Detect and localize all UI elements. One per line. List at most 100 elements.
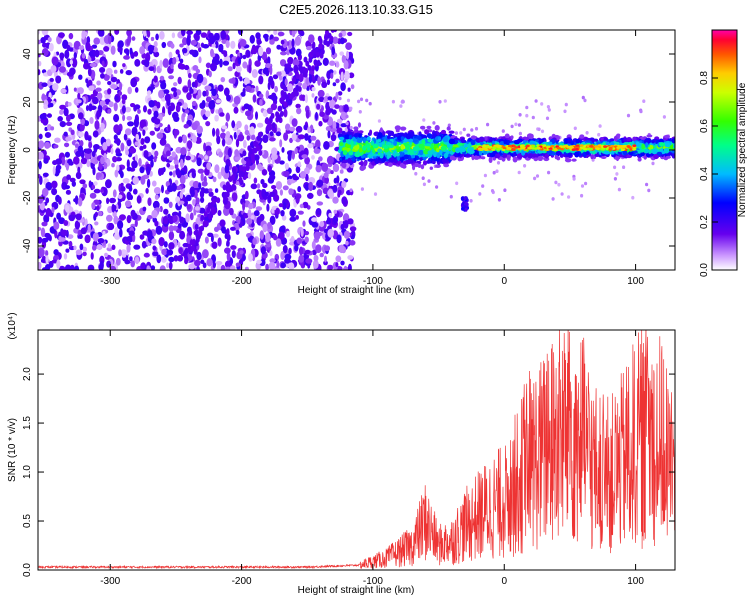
heat-cell [269,39,275,45]
heat-cell [191,122,198,131]
heat-cell [276,260,280,269]
heat-cell [269,258,276,263]
heat-cell [124,200,132,208]
heat-cell [54,137,61,143]
heat-cell [129,147,137,154]
heat-cell [59,121,66,128]
heat-cell [97,210,103,217]
heat-cell [518,131,523,136]
heat-cell [292,59,300,67]
heat-cell [328,212,333,218]
heat-cell [251,45,258,55]
heat-cell [470,135,477,140]
heat-cell [95,87,102,92]
heat-cell [277,114,282,121]
heat-cell [166,162,171,168]
heat-cell [151,142,157,150]
heat-cell [336,127,343,134]
heat-cell [38,60,42,67]
heat-cell [276,44,282,50]
heat-cell [340,260,345,266]
heat-cell [104,252,108,258]
heat-cell [280,90,285,96]
heat-cell [349,131,353,136]
heat-cell [295,166,301,174]
heat-cell [146,90,152,96]
heat-cell [170,63,174,70]
heat-cell [186,36,191,46]
heat-cell [353,141,357,145]
heat-cell [65,204,70,213]
heat-cell [68,32,74,40]
heat-cell [119,228,123,238]
heat-cell [40,227,46,238]
heat-cell [287,83,294,92]
heat-cell [393,140,397,146]
heat-cell [326,155,334,165]
heat-cell [152,180,157,187]
heat-cell [258,46,264,57]
heat-cell [65,189,71,195]
heat-cell [61,229,68,236]
heat-cell [438,100,442,104]
heat-cell [200,259,205,264]
heat-cell [187,133,191,138]
heat-cell [53,221,60,230]
heat-cell [335,78,340,84]
heat-cell [240,91,246,97]
heat-cell [50,126,55,131]
heat-cell [369,129,373,135]
heat-cell [154,220,159,227]
heat-cell [407,149,414,155]
heat-cell [272,127,277,134]
heat-cell [295,125,303,133]
heat-cell [271,185,277,190]
heat-cell [38,69,41,76]
heat-cell [266,222,272,229]
heat-cell [328,99,336,109]
heat-cell [88,141,93,149]
heat-cell [168,201,173,208]
heat-cell [106,214,113,222]
heat-cell [122,178,130,184]
heat-cell [212,233,219,238]
heat-cell [125,70,133,76]
heat-cell [251,69,258,78]
heat-cell [324,245,330,252]
heat-cell [255,111,258,120]
heat-cell [242,166,246,173]
heat-cell [340,163,347,167]
heat-cell [89,117,94,124]
heat-cell [45,255,49,264]
heat-cell [202,249,209,259]
heat-cell [529,133,534,140]
heat-cell [71,58,78,68]
heat-cell [168,51,173,59]
heat-cell [432,121,436,125]
heat-cell [163,89,170,94]
heat-cell [102,230,106,236]
heat-cell [295,103,301,109]
heat-cell [345,42,352,50]
heat-cell [285,94,290,101]
heat-cell [203,220,207,227]
heat-cell [329,35,334,42]
heat-cell [252,94,257,103]
heat-cell [115,148,121,155]
heat-cell [220,132,227,139]
heat-cell [319,221,325,228]
heat-cell [245,165,250,171]
heat-cell [332,163,340,173]
heat-cell [202,262,207,269]
heat-cell [263,33,269,39]
heat-cell [270,103,278,111]
heat-cell [221,39,227,44]
heat-cell [242,254,246,261]
heat-cell [109,265,116,270]
heat-cell [65,185,70,190]
heat-cell [327,264,334,270]
heat-cell [315,165,322,173]
heat-cell [152,64,157,74]
heat-cell [176,170,182,179]
heat-cell [450,135,456,139]
